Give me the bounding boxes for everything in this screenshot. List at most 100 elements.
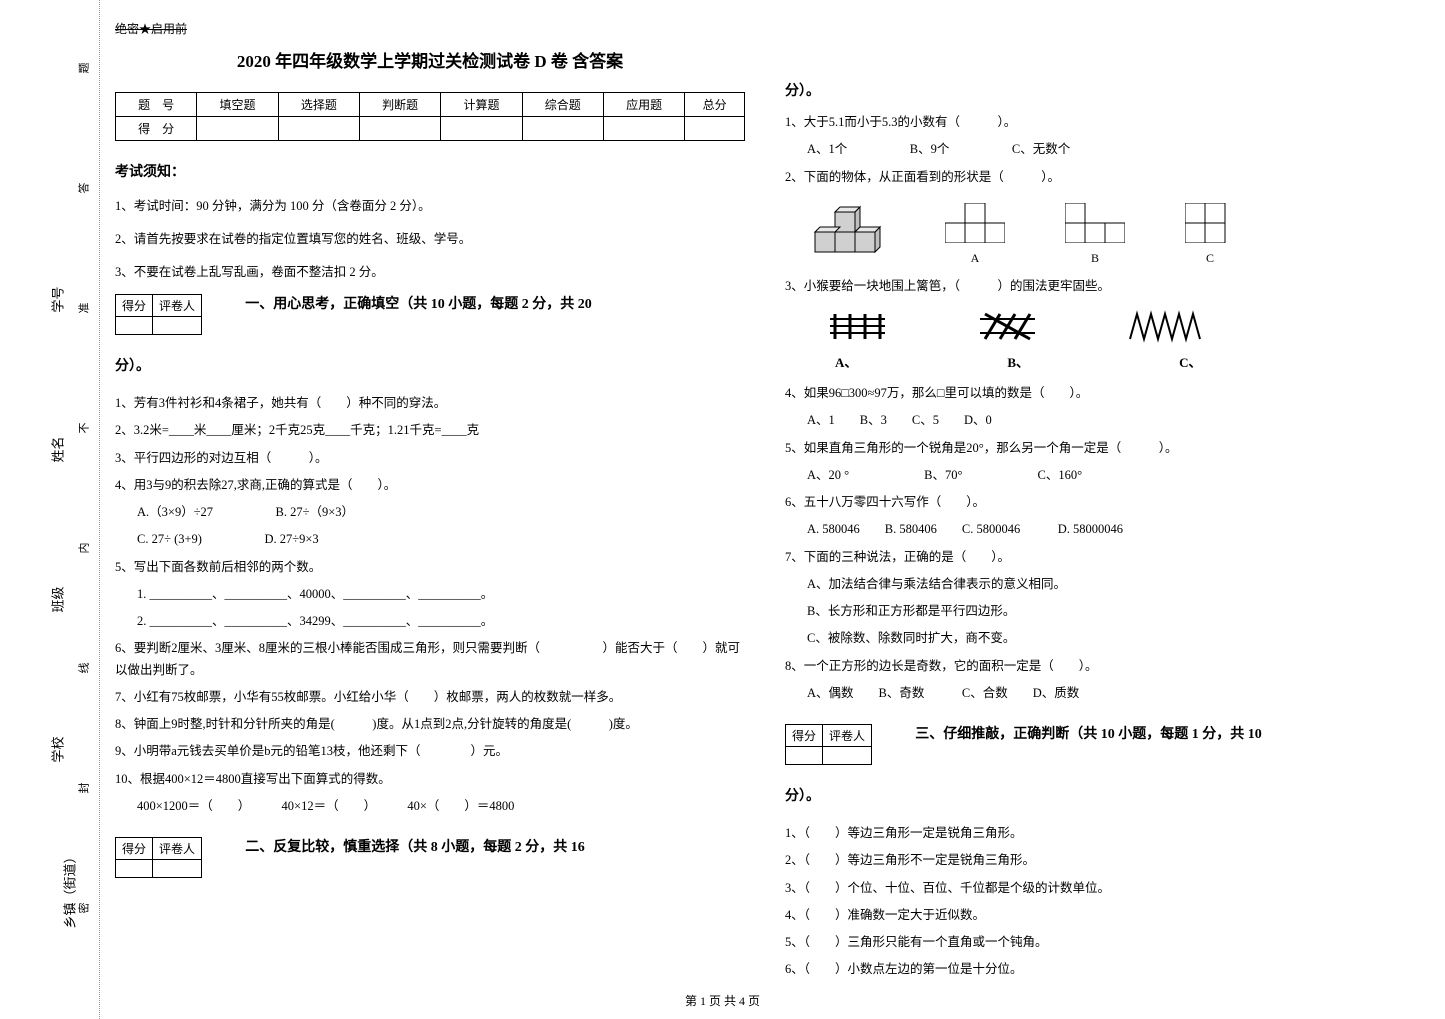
score-th: 选择题 (278, 93, 359, 117)
q2-7: 7、下面的三种说法，正确的是（ ）。 (785, 547, 1415, 568)
score-th: 题 号 (116, 93, 197, 117)
binding-edge: 乡镇（街道） 学校 班级 姓名 学号 密 封 线 内 不 准 答 题 (0, 0, 100, 1019)
fence-b-icon (975, 309, 1045, 344)
q2-6-opts: A. 580046 B. 580406 C. 5800046 D. 580000… (785, 519, 1415, 540)
section-2-title: 二、反复比较，慎重选择（共 8 小题，每题 2 分，共 16 (245, 837, 585, 859)
section-1-cont: 分）。 (115, 355, 745, 375)
section-2-cont: 分）。 (785, 80, 1415, 100)
grader-cell (153, 317, 202, 335)
q3-2: 2、（ ）等边三角形不一定是锐角三角形。 (785, 850, 1415, 871)
page-footer: 第 1 页 共 4 页 (0, 992, 1445, 1009)
q2-2: 2、下面的物体，从正面看到的形状是（ ）。 (785, 167, 1415, 188)
binding-field-class: 班级 (48, 586, 67, 612)
grader-table: 得分评卷人 (115, 837, 202, 878)
q2-8: 8、一个正方形的边长是奇数，它的面积一定是（ ）。 (785, 656, 1415, 677)
q2-5-opts: A、20 ° B、70° C、160° (785, 465, 1415, 486)
left-column: 绝密★启用前 2020 年四年级数学上学期过关检测试卷 D 卷 含答案 题 号 … (115, 20, 745, 987)
fence-a-icon (825, 309, 895, 344)
grader-col1: 得分 (116, 838, 153, 860)
score-cell (197, 117, 278, 141)
q2-8-opts: A、偶数 B、奇数 C、合数 D、质数 (785, 683, 1415, 704)
section-2-header: 得分评卷人 二、反复比较，慎重选择（共 8 小题，每题 2 分，共 16 (115, 837, 745, 878)
fence-b-label: B、 (1007, 352, 1029, 371)
score-cell (359, 117, 440, 141)
q2-6: 6、五十八万零四十六写作（ ）。 (785, 492, 1415, 513)
fence-a-label: A、 (835, 352, 857, 371)
grader-col1: 得分 (116, 295, 153, 317)
grader-cell (153, 860, 202, 878)
q3-1: 1、（ ）等边三角形一定是锐角三角形。 (785, 823, 1415, 844)
q2-5: 5、如果直角三角形的一个锐角是20°，那么另一个角一定是（ ）。 (785, 438, 1415, 459)
notice-item: 3、不要在试卷上乱写乱画，卷面不整洁扣 2 分。 (115, 261, 745, 280)
shapes-row: A B (805, 202, 1415, 266)
q1-5: 5、写出下面各数前后相邻的两个数。 (115, 557, 745, 578)
notice-list: 1、考试时间：90 分钟，满分为 100 分（含卷面分 2 分）。 2、请首先按… (115, 195, 745, 280)
dotted-label-0: 密 (76, 903, 92, 914)
score-cell (603, 117, 684, 141)
section-1-title: 一、用心思考，正确填空（共 10 小题，每题 2 分，共 20 (245, 294, 592, 316)
q3-6: 6、（ ）小数点左边的第一位是十分位。 (785, 959, 1415, 980)
shape-a-label: A (945, 251, 1005, 266)
dotted-label-5: 准 (76, 303, 92, 314)
section-1-header: 得分评卷人 一、用心思考，正确填空（共 10 小题，每题 2 分，共 20 分）… (115, 294, 745, 375)
dotted-label-4: 不 (76, 423, 92, 434)
q2-4: 4、如果96□300≈97万，那么□里可以填的数是（ ）。 (785, 383, 1415, 404)
score-th: 填空题 (197, 93, 278, 117)
notice-item: 1、考试时间：90 分钟，满分为 100 分（含卷面分 2 分）。 (115, 195, 745, 214)
q1-2: 2、3.2米=____米____厘米；2千克25克____千克；1.21千克=_… (115, 420, 745, 441)
binding-field-school: 学校 (48, 736, 67, 762)
grader-col2: 评卷人 (153, 838, 202, 860)
grader-cell (116, 317, 153, 335)
score-cell (278, 117, 359, 141)
shape-c: C (1185, 203, 1235, 266)
q2-3: 3、小猴要给一块地围上篱笆，（ ）的围法更牢固些。 (785, 276, 1415, 297)
q2-4-opts: A、1 B、3 C、5 D、0 (785, 410, 1415, 431)
page-content: 绝密★启用前 2020 年四年级数学上学期过关检测试卷 D 卷 含答案 题 号 … (115, 20, 1425, 987)
q1-10: 10、根据400×12＝4800直接写出下面算式的得数。 (115, 769, 745, 790)
score-th: 综合题 (522, 93, 603, 117)
grader-col2: 评卷人 (153, 295, 202, 317)
notice-item: 2、请首先按要求在试卷的指定位置填写您的姓名、班级、学号。 (115, 228, 745, 247)
score-th: 应用题 (603, 93, 684, 117)
score-th: 计算题 (441, 93, 522, 117)
grader-table: 得分评卷人 (115, 294, 202, 335)
dotted-label-7: 题 (76, 63, 92, 74)
grader-table: 得分评卷人 (785, 724, 872, 765)
section-3-header: 得分评卷人 三、仔细推敲，正确判断（共 10 小题，每题 1 分，共 10 分）… (785, 724, 1415, 805)
score-grid: 题 号 填空题 选择题 判断题 计算题 综合题 应用题 总分 得 分 (115, 92, 745, 141)
q3-5: 5、（ ）三角形只能有一个直角或一个钝角。 (785, 932, 1415, 953)
grader-col1: 得分 (786, 725, 823, 747)
dotted-label-1: 封 (76, 783, 92, 794)
shape-a: A (945, 203, 1005, 266)
q3-4: 4、（ ）准确数一定大于近似数。 (785, 905, 1415, 926)
grader-col2: 评卷人 (823, 725, 872, 747)
q2-1: 1、大于5.1而小于5.3的小数有（ ）。 (785, 112, 1415, 133)
q1-7: 7、小红有75枚邮票，小华有55枚邮票。小红给小华（ ）枚邮票，两人的枚数就一样… (115, 687, 745, 708)
section-2-questions: 1、大于5.1而小于5.3的小数有（ ）。 A、1个 B、9个 C、无数个 2、… (785, 112, 1415, 704)
score-cell (522, 117, 603, 141)
q3-3: 3、（ ）个位、十位、百位、千位都是个级的计数单位。 (785, 878, 1415, 899)
shape-b: B (1065, 203, 1125, 266)
score-cell (685, 117, 745, 141)
dotted-label-3: 内 (76, 543, 92, 554)
score-th: 判断题 (359, 93, 440, 117)
score-th: 总分 (685, 93, 745, 117)
cube-stack-icon (805, 202, 885, 262)
q1-4a: A.（3×9）÷27 B. 27÷（9×3） (115, 502, 745, 523)
section-3-title: 三、仔细推敲，正确判断（共 10 小题，每题 1 分，共 10 (915, 724, 1262, 746)
right-column: 分）。 1、大于5.1而小于5.3的小数有（ ）。 A、1个 B、9个 C、无数… (785, 20, 1415, 987)
q1-10-eq: 400×1200＝（ ） 40×12＝（ ） 40×（ ）＝4800 (115, 796, 745, 817)
q2-7b: B、长方形和正方形都是平行四边形。 (785, 601, 1415, 622)
shape-original (805, 202, 885, 266)
dotted-label-2: 线 (76, 663, 92, 674)
q1-1: 1、芳有3件衬衫和4条裙子，她共有（ ）种不同的穿法。 (115, 393, 745, 414)
score-value-row: 得 分 (116, 117, 745, 141)
notice-title: 考试须知： (115, 161, 745, 181)
q2-7c: C、被除数、除数同时扩大，商不变。 (785, 628, 1415, 649)
binding-field-id: 学号 (48, 286, 67, 312)
fence-labels: A、 B、 C、 (835, 352, 1415, 371)
q2-1-opts: A、1个 B、9个 C、无数个 (785, 139, 1415, 160)
q1-5-2: 2. __________、__________、34299、_________… (115, 611, 745, 632)
dotted-label-6: 答 (76, 183, 92, 194)
grader-cell (116, 860, 153, 878)
